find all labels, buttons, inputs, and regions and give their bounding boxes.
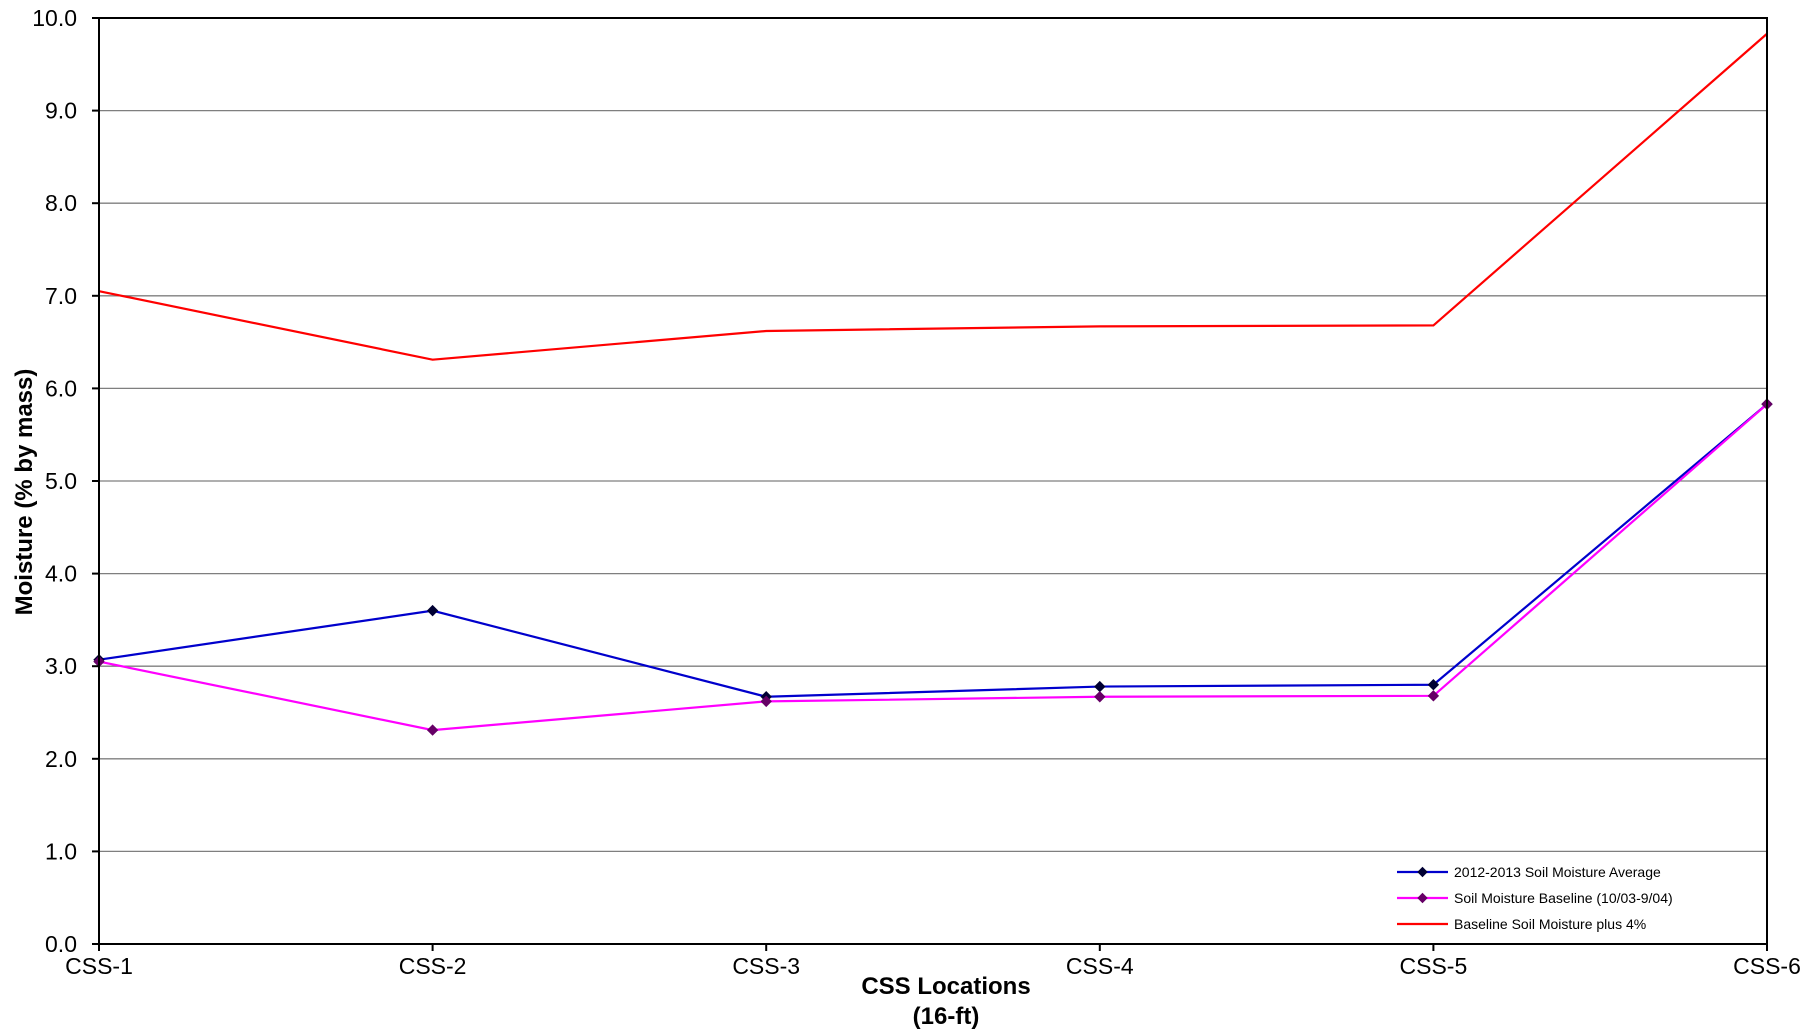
x-tick-label: CSS-4 [1066, 953, 1134, 979]
y-tick-label: 7.0 [45, 283, 77, 309]
x-tick-label: CSS-6 [1733, 953, 1801, 979]
y-tick-label: 4.0 [45, 561, 77, 587]
legend-item: 2012-2013 Soil Moisture Average [1397, 864, 1661, 880]
legend-item: Soil Moisture Baseline (10/03-9/04) [1397, 890, 1673, 906]
data-point [1095, 692, 1105, 702]
legend-marker [1418, 868, 1427, 877]
data-point [1095, 682, 1105, 692]
x-tick-label: CSS-1 [65, 953, 133, 979]
x-tick-label: CSS-5 [1400, 953, 1468, 979]
y-tick-label: 1.0 [45, 838, 77, 864]
y-tick-label: 8.0 [45, 190, 77, 216]
legend-item: Baseline Soil Moisture plus 4% [1397, 916, 1646, 932]
x-axis-title: CSS Locations [861, 973, 1030, 1000]
y-tick-label: 2.0 [45, 746, 77, 772]
y-tick-label: 6.0 [45, 375, 77, 401]
legend-label: 2012-2013 Soil Moisture Average [1454, 864, 1661, 880]
series-2 [94, 399, 1772, 735]
y-tick-labels: 0.01.02.03.04.05.06.07.08.09.010.0 [32, 5, 77, 957]
axis-tick-marks [92, 18, 1767, 951]
series-3 [99, 34, 1767, 360]
gridlines [99, 111, 1767, 852]
series-lines [94, 34, 1772, 735]
x-axis-subtitle: (16-ft) [913, 1003, 980, 1030]
data-point [428, 606, 438, 616]
y-tick-label: 3.0 [45, 653, 77, 679]
series-1 [94, 399, 1772, 702]
y-axis-title: Moisture (% by mass) [11, 369, 38, 616]
y-tick-label: 10.0 [32, 5, 77, 31]
legend: 2012-2013 Soil Moisture Average Soil Mois… [1397, 864, 1673, 932]
x-tick-label: CSS-3 [732, 953, 800, 979]
x-tick-label: CSS-2 [399, 953, 467, 979]
data-point [428, 725, 438, 735]
series-line [99, 34, 1767, 360]
legend-label: Soil Moisture Baseline (10/03-9/04) [1454, 890, 1673, 906]
legend-label: Baseline Soil Moisture plus 4% [1454, 916, 1646, 932]
y-tick-label: 5.0 [45, 468, 77, 494]
series-line [99, 404, 1767, 730]
series-line [99, 404, 1767, 697]
legend-marker [1418, 894, 1427, 903]
y-tick-label: 9.0 [45, 98, 77, 124]
